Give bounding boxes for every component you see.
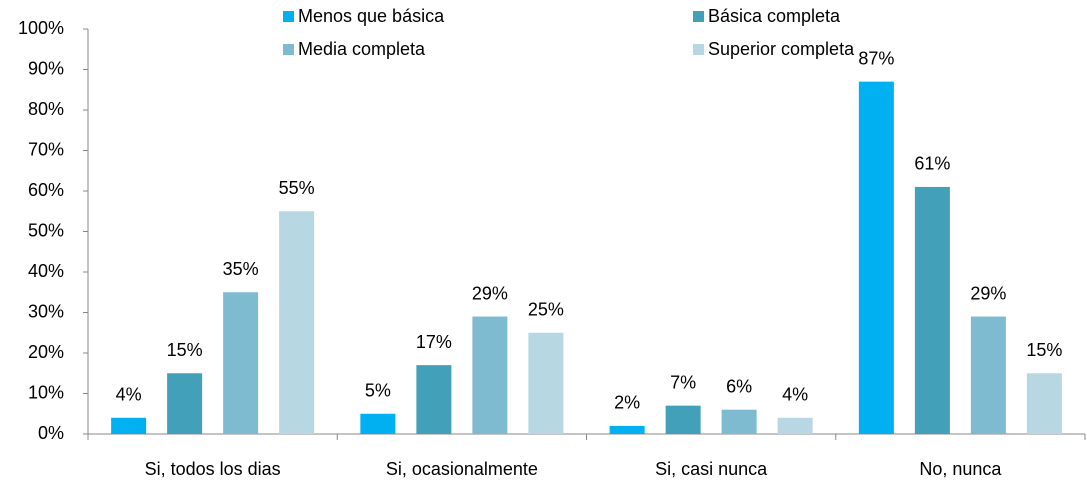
bar: [777, 417, 813, 434]
y-tick-label: 40%: [28, 261, 64, 281]
y-tick-label: 30%: [28, 301, 64, 321]
data-label: 4%: [116, 385, 142, 405]
y-tick-label: 50%: [28, 220, 64, 240]
data-label: 25%: [528, 300, 564, 320]
legend-swatch: [693, 11, 704, 22]
y-tick-label: 90%: [28, 58, 64, 78]
data-label: 5%: [365, 381, 391, 401]
data-label: 29%: [970, 283, 1006, 303]
y-tick-label: 100%: [18, 18, 64, 38]
legend-label: Superior completa: [708, 39, 855, 59]
legend-swatch: [693, 44, 704, 55]
data-label: 15%: [167, 340, 203, 360]
data-label: 87%: [858, 48, 894, 68]
y-tick-label: 60%: [28, 180, 64, 200]
y-tick-label: 0%: [38, 423, 64, 443]
data-label: 35%: [223, 259, 259, 279]
bar: [609, 425, 645, 434]
data-label: 55%: [279, 178, 315, 198]
bar: [970, 316, 1006, 434]
bar: [360, 413, 396, 434]
data-label: 7%: [670, 372, 696, 392]
bar: [279, 211, 315, 434]
bar: [111, 417, 147, 434]
legend-swatch: [283, 11, 294, 22]
data-label: 17%: [416, 332, 452, 352]
bar: [167, 373, 203, 434]
bar: [914, 186, 950, 434]
bar: [665, 405, 701, 434]
y-tick-label: 80%: [28, 99, 64, 119]
legend-label: Media completa: [298, 39, 426, 59]
y-tick-label: 20%: [28, 342, 64, 362]
data-label: 4%: [782, 385, 808, 405]
bar: [472, 316, 508, 434]
legend-swatch: [283, 44, 294, 55]
bar: [721, 409, 757, 434]
legend-label: Básica completa: [708, 6, 841, 26]
bar: [858, 81, 894, 435]
data-label: 29%: [472, 283, 508, 303]
y-tick-label: 10%: [28, 382, 64, 402]
bar: [528, 332, 564, 434]
data-label: 2%: [614, 393, 640, 413]
data-label: 6%: [726, 376, 752, 396]
legend-label: Menos que básica: [298, 6, 445, 26]
x-tick-label: Si, casi nunca: [655, 459, 768, 479]
x-tick-label: Si, todos los dias: [145, 459, 281, 479]
bar: [416, 365, 452, 434]
x-tick-label: No, nunca: [919, 459, 1002, 479]
bar: [1026, 373, 1062, 434]
data-label: 15%: [1026, 340, 1062, 360]
data-label: 61%: [914, 154, 950, 174]
y-tick-label: 70%: [28, 139, 64, 159]
bar: [223, 292, 259, 434]
x-tick-label: Si, ocasionalmente: [386, 459, 538, 479]
